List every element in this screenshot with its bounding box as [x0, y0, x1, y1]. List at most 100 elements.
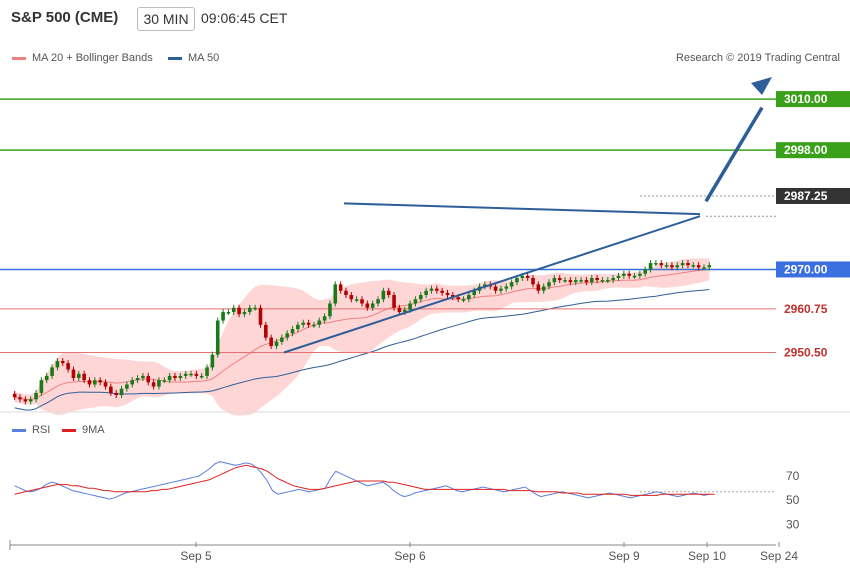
candle-body	[338, 284, 343, 291]
candle-body	[231, 307, 236, 313]
candle-body	[28, 399, 33, 402]
candle-body	[296, 324, 300, 330]
candle-body	[440, 290, 444, 293]
projection-arrow-head	[751, 77, 772, 95]
legend-rsi: RSI	[12, 424, 50, 436]
candle-body	[664, 265, 669, 267]
candle-body	[531, 277, 535, 285]
candle-body	[397, 307, 402, 313]
candle-body	[654, 263, 658, 265]
candle-body	[408, 303, 412, 310]
candle-body	[429, 288, 434, 291]
x-tick-label: Sep 9	[608, 549, 640, 563]
candle-body	[242, 312, 247, 315]
candle-body	[483, 284, 487, 287]
candle-body	[135, 378, 140, 381]
candle-body	[402, 309, 407, 313]
candle-body	[579, 280, 583, 282]
candle-body	[130, 380, 135, 385]
candle-body	[269, 337, 273, 347]
candle-body	[34, 392, 38, 400]
time-display: 09:06:45 CET	[201, 10, 288, 26]
candle-body	[119, 388, 124, 396]
candle-body	[60, 361, 65, 364]
candle-body	[151, 382, 156, 387]
legend-rsi-ma: 9MA	[62, 424, 105, 436]
candle-body	[606, 280, 610, 282]
candle-body	[520, 275, 525, 278]
candle-body	[573, 280, 578, 283]
candle-body	[451, 295, 455, 298]
candle-body	[515, 277, 519, 283]
candle-body	[418, 295, 423, 300]
candle-body	[18, 397, 22, 400]
candle-body	[328, 303, 332, 317]
candle-body	[71, 369, 76, 379]
x-tick-label: Sep 24	[760, 549, 798, 563]
projection-arrow-shaft	[704, 106, 764, 203]
candle-body	[707, 265, 712, 268]
credit-text: Research © 2019 Trading Central	[675, 52, 840, 64]
legend-label-rsi: RSI	[32, 424, 51, 436]
candle-body	[93, 380, 97, 385]
candle-body	[370, 303, 375, 308]
candle-body	[461, 299, 466, 301]
candle-body	[696, 265, 701, 268]
candle-body	[280, 337, 284, 342]
rsi-tick-30: 30	[786, 517, 800, 531]
price-tag-2960.75	[776, 300, 850, 317]
candle-body	[638, 273, 642, 276]
candle-body	[312, 324, 316, 327]
rsi-tick-50: 50	[786, 493, 800, 507]
candle-body	[557, 277, 562, 281]
candle-body	[467, 295, 471, 300]
candle-body	[627, 273, 631, 276]
candle-body	[344, 290, 348, 295]
candle-body	[611, 277, 615, 281]
legend-swatch-rsi-ma	[62, 428, 76, 432]
candle-body	[146, 375, 151, 383]
candle-body	[23, 399, 28, 402]
timeframe-button[interactable]: 30 MIN	[137, 7, 195, 31]
candle-body	[595, 277, 599, 281]
candle-body	[66, 363, 70, 370]
x-tick-label: Sep 10	[688, 549, 726, 563]
candle-body	[274, 341, 279, 347]
chart-header: S&P 500 (CME) 30 MIN 09:06:45 CET	[0, 0, 850, 36]
legend-swatch-rsi	[12, 428, 26, 432]
candle-body	[563, 280, 567, 282]
price-label-2950.50: 2950.50	[784, 346, 828, 360]
legend-swatch-ma50	[168, 56, 182, 60]
candle-body	[301, 322, 306, 325]
candle-body	[167, 375, 172, 381]
price-label-2987.25: 2987.25	[784, 189, 828, 203]
candle-body	[600, 280, 605, 282]
price-tag-3010.00	[776, 91, 850, 108]
candle-body	[141, 375, 145, 379]
candle-body	[125, 384, 129, 389]
candle-body	[98, 380, 102, 383]
candle-body	[333, 284, 338, 304]
candle-body	[82, 373, 86, 381]
candle-body	[616, 275, 621, 278]
candle-body	[568, 280, 573, 283]
candle-body	[44, 375, 49, 381]
candle-body	[114, 392, 118, 396]
candle-body	[643, 269, 648, 274]
x-tick-label: Sep 6	[394, 549, 426, 563]
candle-body	[354, 299, 359, 301]
candle-body	[173, 375, 177, 379]
candle-body	[509, 282, 514, 287]
candle-body	[189, 373, 193, 376]
candle-body	[659, 263, 664, 266]
candle-body	[365, 303, 370, 308]
candle-body	[547, 282, 551, 287]
price-label-2970.00: 2970.00	[784, 262, 828, 276]
legend-ma50: MA 50	[168, 52, 219, 64]
candle-body	[686, 263, 690, 266]
candle-body	[87, 380, 92, 385]
candle-body	[221, 312, 225, 321]
price-tag-2998.00	[776, 142, 850, 159]
candle-body	[109, 386, 113, 393]
